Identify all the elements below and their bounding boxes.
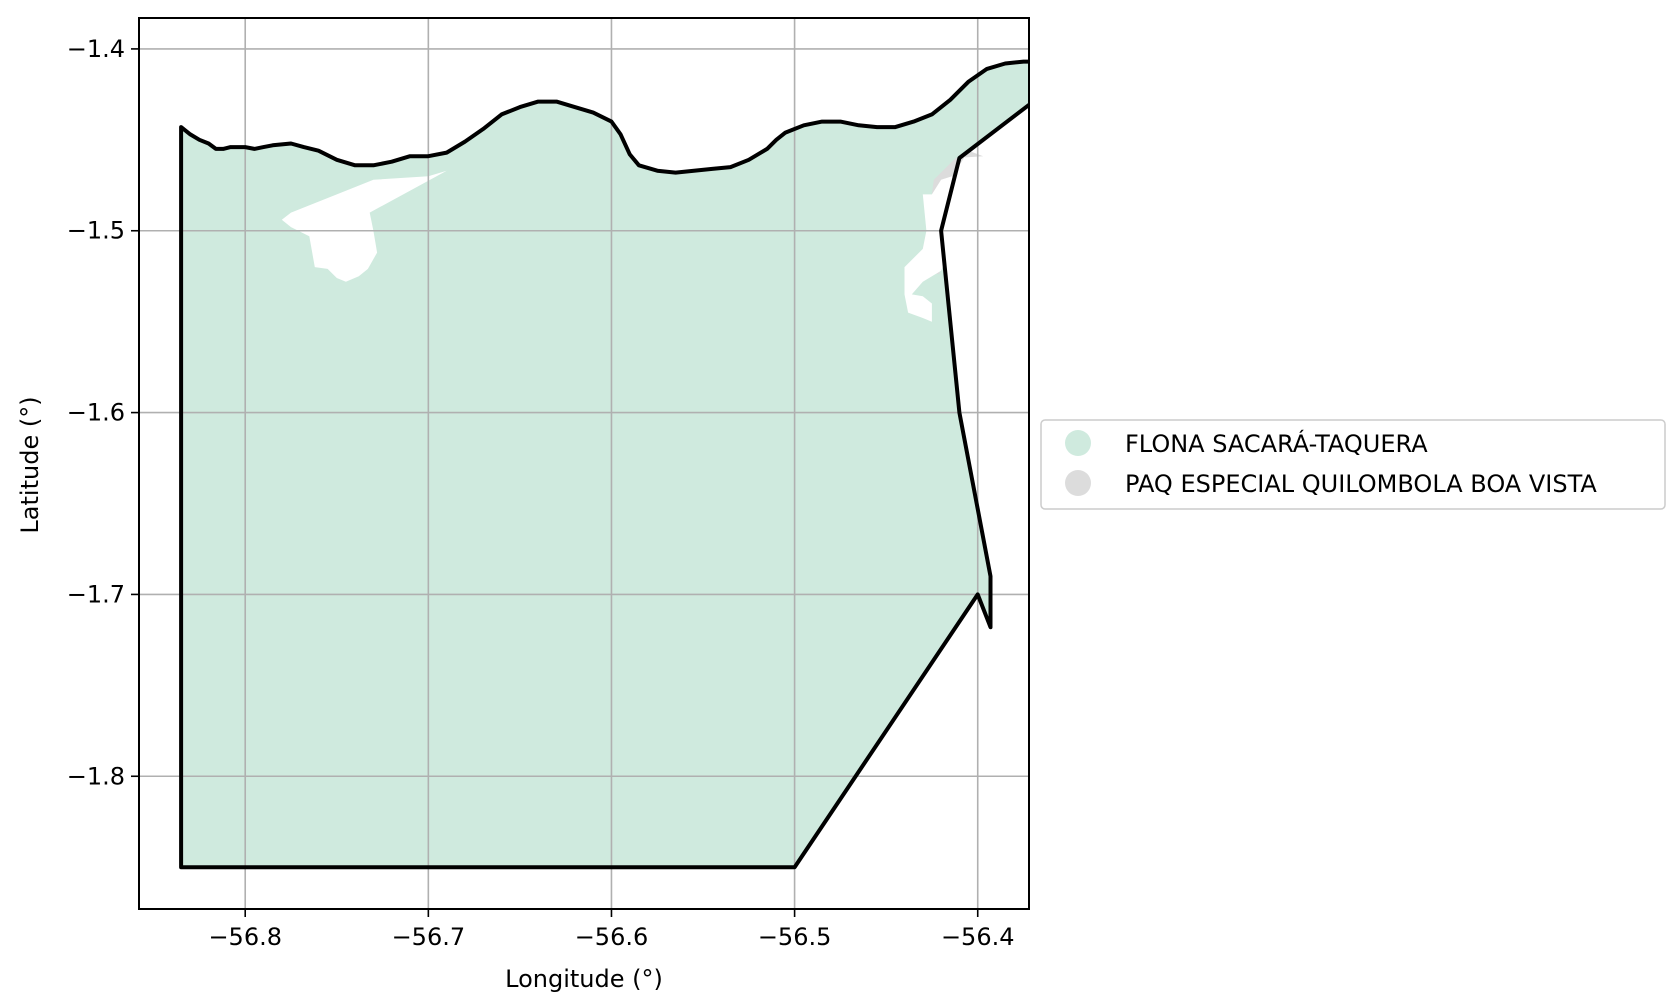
- legend-label-flona: FLONA SACARÁ-TAQUERA: [1125, 429, 1428, 458]
- plot-frame: [138, 17, 1030, 910]
- plot-area: [138, 17, 1030, 910]
- regions-layer: [181, 61, 1029, 868]
- region-flona-sacara-taquera: [181, 61, 1029, 868]
- y-tick-label: −1.4: [67, 35, 125, 63]
- boundary-outline: [179, 59, 1029, 870]
- x-tick-label: −56.8: [208, 923, 282, 951]
- legend-swatch-quilombola: [1065, 470, 1091, 496]
- legend-swatch-flona: [1065, 430, 1091, 456]
- boundary-layer: [179, 59, 1029, 870]
- y-tick-label: −1.5: [67, 217, 125, 245]
- grid-layer: [139, 18, 1029, 909]
- legend-label-quilombola: PAQ ESPECIAL QUILOMBOLA BOA VISTA: [1125, 470, 1597, 498]
- x-tick-label: −56.5: [758, 923, 832, 951]
- y-tick-label: −1.8: [67, 762, 125, 790]
- y-axis-ticks: −1.4 −1.5 −1.6 −1.7 −1.8: [67, 35, 139, 790]
- uncovered-area-2: [904, 176, 969, 322]
- x-tick-label: −56.6: [575, 923, 649, 951]
- x-tick-label: −56.4: [941, 923, 1015, 951]
- x-axis-ticks: −56.8 −56.7 −56.6 −56.5 −56.4: [208, 909, 1014, 951]
- x-axis-label: Longitude (°): [505, 965, 663, 993]
- legend: FLONA SACARÁ-TAQUERA PAQ ESPECIAL QUILOM…: [1040, 419, 1666, 510]
- y-tick-label: −1.6: [67, 399, 125, 427]
- legend-frame: [1040, 419, 1666, 510]
- uncovered-area-1: [281, 170, 447, 282]
- y-tick-label: −1.7: [67, 580, 125, 608]
- y-axis-label: Latitude (°): [16, 396, 44, 533]
- x-tick-label: −56.7: [392, 923, 466, 951]
